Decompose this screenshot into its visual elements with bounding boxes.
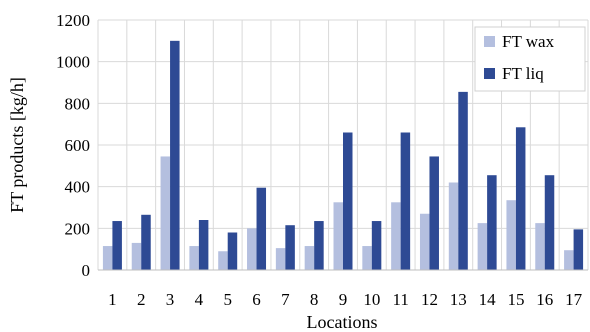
- legend: FT wax FT liq: [474, 26, 586, 92]
- x-tick-label: 3: [166, 290, 175, 309]
- bar-ft-wax-4: [189, 246, 199, 270]
- bars-group: [102, 40, 584, 271]
- bar-ft-liq-13: [458, 91, 468, 270]
- y-tick-label: 1200: [56, 11, 90, 30]
- x-tick-label: 14: [479, 290, 497, 309]
- x-tick-label: 4: [195, 290, 204, 309]
- x-tick-label: 17: [565, 290, 583, 309]
- bar-ft-liq-3: [170, 40, 180, 271]
- bar-ft-liq-15: [515, 127, 526, 271]
- y-tick-label: 600: [65, 136, 91, 155]
- bar-ft-wax-14: [477, 223, 488, 270]
- x-tick-label: 9: [339, 290, 348, 309]
- bar-ft-wax-9: [333, 202, 343, 270]
- x-tick-label: 12: [421, 290, 438, 309]
- bar-ft-liq-16: [544, 175, 555, 270]
- bar-ft-wax-11: [391, 202, 401, 270]
- y-tick-label: 400: [65, 178, 91, 197]
- legend-swatch-ft-wax: [484, 36, 495, 47]
- x-tick-label: 2: [137, 290, 146, 309]
- bar-ft-wax-2: [131, 242, 142, 270]
- y-tick-label: 1000: [56, 53, 90, 72]
- bar-ft-liq-2: [141, 214, 151, 270]
- legend-label-ft-liq: FT liq: [502, 64, 544, 83]
- bar-ft-wax-8: [304, 246, 315, 270]
- bar-ft-wax-1: [102, 246, 113, 270]
- bar-ft-wax-6: [247, 228, 257, 270]
- bar-ft-liq-11: [400, 132, 411, 270]
- x-tick-label: 6: [252, 290, 261, 309]
- x-tick-label: 13: [450, 290, 467, 309]
- x-tick-label: 15: [507, 290, 524, 309]
- bar-ft-wax-10: [362, 246, 372, 270]
- bar-ft-liq-17: [573, 229, 584, 270]
- bar-ft-liq-4: [198, 220, 209, 270]
- bar-ft-liq-5: [227, 232, 238, 270]
- bar-ft-wax-13: [448, 182, 459, 270]
- bar-ft-liq-9: [343, 132, 353, 270]
- bar-ft-liq-12: [429, 156, 439, 270]
- bar-ft-wax-17: [564, 250, 574, 270]
- bar-ft-liq-6: [256, 187, 267, 270]
- y-tick-labels: 0 200 400 600 800 1000 1200: [56, 11, 90, 280]
- bar-ft-wax-5: [218, 251, 228, 270]
- x-tick-label: 5: [223, 290, 232, 309]
- bar-ft-liq-10: [371, 221, 382, 270]
- legend-label-ft-wax: FT wax: [502, 32, 555, 51]
- y-tick-label: 200: [65, 219, 91, 238]
- y-tick-label: 0: [82, 261, 91, 280]
- bar-ft-liq-1: [112, 221, 122, 270]
- x-tick-label: 16: [536, 290, 553, 309]
- y-tick-label: 800: [65, 94, 91, 113]
- bar-ft-liq-14: [487, 175, 497, 270]
- bar-ft-wax-3: [160, 156, 171, 270]
- x-axis-title: Locations: [307, 312, 378, 332]
- bar-ft-liq-7: [285, 225, 295, 270]
- x-tick-label: 11: [392, 290, 408, 309]
- y-axis-title: FT products [kg/h]: [7, 77, 27, 213]
- legend-swatch-ft-liq: [484, 68, 495, 79]
- bar-ft-liq-8: [314, 221, 324, 270]
- x-tick-label: 8: [310, 290, 319, 309]
- bar-ft-wax-12: [419, 213, 430, 270]
- x-tick-label: 7: [281, 290, 290, 309]
- x-tick-label: 1: [108, 290, 117, 309]
- bar-ft-wax-7: [275, 248, 286, 270]
- x-tick-label: 10: [363, 290, 380, 309]
- bar-ft-wax-16: [535, 223, 545, 270]
- bar-ft-wax-15: [506, 200, 516, 270]
- x-tick-labels: 1 2 3 4 5 6 7 8 9 10 11 12 13 14 15 16 17: [108, 290, 582, 309]
